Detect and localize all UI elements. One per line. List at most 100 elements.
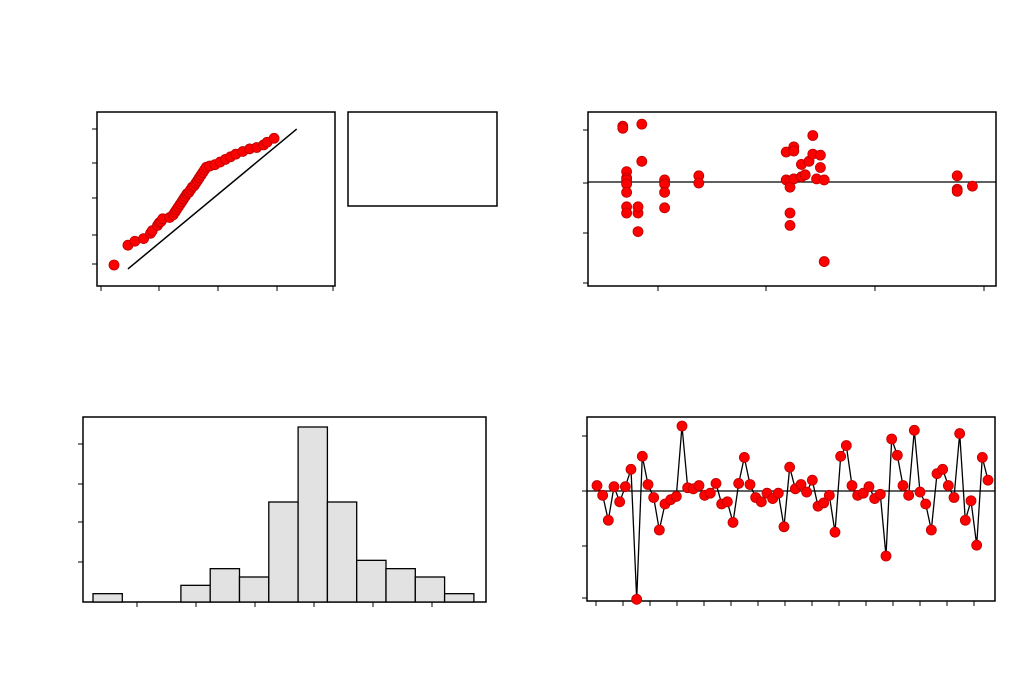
data-point bbox=[642, 479, 654, 490]
histogram-bar bbox=[356, 559, 387, 603]
data-point bbox=[937, 463, 949, 475]
data-point bbox=[874, 488, 886, 500]
data-point bbox=[959, 514, 971, 526]
data-point bbox=[818, 256, 830, 267]
data-point bbox=[617, 122, 629, 134]
data-point bbox=[693, 177, 705, 189]
data-point bbox=[976, 452, 988, 463]
histogram-bar bbox=[414, 576, 446, 603]
data-point bbox=[602, 514, 614, 526]
data-point bbox=[784, 461, 796, 473]
data-point bbox=[727, 517, 739, 528]
data-point bbox=[632, 226, 644, 238]
data-point bbox=[818, 497, 830, 509]
histogram-bar bbox=[297, 426, 329, 603]
data-point bbox=[653, 524, 665, 536]
data-point bbox=[659, 186, 670, 198]
plot-frame bbox=[587, 111, 997, 287]
legend-box bbox=[347, 111, 498, 207]
residuals-versus-order-plot bbox=[582, 416, 996, 606]
data-point bbox=[863, 481, 875, 493]
plot-frame bbox=[96, 111, 336, 287]
data-point bbox=[967, 180, 978, 192]
data-point bbox=[733, 478, 745, 489]
data-point bbox=[914, 486, 926, 498]
data-point bbox=[738, 452, 750, 463]
histogram-bar bbox=[268, 501, 299, 603]
data-point bbox=[784, 219, 796, 231]
data-point bbox=[880, 550, 892, 562]
data-point bbox=[835, 450, 847, 462]
data-point bbox=[614, 496, 626, 508]
data-point bbox=[784, 207, 796, 219]
data-point bbox=[925, 524, 937, 536]
data-point bbox=[631, 593, 643, 605]
data-point bbox=[636, 155, 648, 167]
data-point bbox=[591, 480, 603, 491]
data-point bbox=[886, 433, 898, 445]
data-point bbox=[840, 440, 852, 451]
histogram-bar bbox=[385, 568, 416, 603]
data-point bbox=[693, 480, 705, 491]
data-point bbox=[704, 487, 716, 499]
data-point bbox=[744, 479, 756, 490]
data-point bbox=[108, 259, 120, 271]
residuals-versus-fits-plot bbox=[583, 111, 997, 291]
data-point bbox=[948, 492, 960, 503]
data-point bbox=[951, 185, 963, 197]
data-point bbox=[632, 201, 644, 213]
data-point bbox=[621, 186, 632, 198]
data-point bbox=[846, 480, 858, 491]
data-point bbox=[772, 487, 784, 499]
data-point bbox=[818, 174, 830, 186]
histogram-bar bbox=[238, 576, 270, 603]
data-point bbox=[636, 118, 648, 130]
data-point bbox=[815, 149, 826, 161]
data-point bbox=[920, 498, 932, 510]
data-point bbox=[648, 492, 660, 503]
histogram-bar bbox=[326, 501, 358, 603]
data-point bbox=[806, 474, 818, 486]
data-point bbox=[268, 132, 280, 144]
data-point bbox=[778, 521, 790, 533]
data-point bbox=[908, 424, 920, 436]
series-line bbox=[596, 425, 989, 600]
data-point bbox=[676, 420, 688, 432]
histogram-bar bbox=[443, 593, 475, 603]
data-point bbox=[829, 526, 841, 538]
plot-frame bbox=[586, 416, 996, 602]
data-point bbox=[891, 449, 903, 461]
data-point bbox=[659, 202, 670, 214]
data-point bbox=[636, 450, 648, 462]
data-point bbox=[710, 478, 722, 489]
data-point bbox=[807, 130, 819, 141]
normal-probability-plot bbox=[92, 111, 336, 291]
data-point bbox=[897, 480, 909, 491]
data-point bbox=[815, 162, 826, 173]
data-point bbox=[795, 479, 807, 490]
data-point bbox=[625, 463, 637, 475]
data-point bbox=[965, 495, 977, 507]
data-point bbox=[799, 169, 811, 181]
data-point bbox=[788, 145, 800, 157]
data-point bbox=[971, 539, 983, 551]
data-point bbox=[903, 489, 915, 501]
data-point bbox=[597, 489, 609, 501]
data-point bbox=[619, 481, 631, 493]
legend-frame bbox=[347, 111, 498, 207]
data-point bbox=[608, 481, 620, 493]
data-point bbox=[755, 496, 767, 508]
histogram-bar bbox=[180, 584, 211, 603]
data-point bbox=[801, 486, 813, 498]
histogram-bar bbox=[209, 568, 241, 603]
data-point bbox=[954, 428, 966, 439]
data-point bbox=[670, 491, 682, 502]
data-point bbox=[621, 207, 632, 219]
data-point bbox=[951, 170, 963, 182]
data-point bbox=[942, 480, 954, 491]
data-point bbox=[982, 474, 994, 486]
histogram-plot bbox=[78, 416, 487, 607]
fit-line bbox=[127, 128, 298, 270]
data-point bbox=[721, 496, 733, 508]
